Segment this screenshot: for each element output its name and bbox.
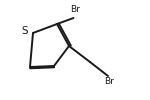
Text: Br: Br (70, 4, 80, 14)
Text: Br: Br (105, 78, 114, 86)
Text: S: S (21, 26, 28, 36)
